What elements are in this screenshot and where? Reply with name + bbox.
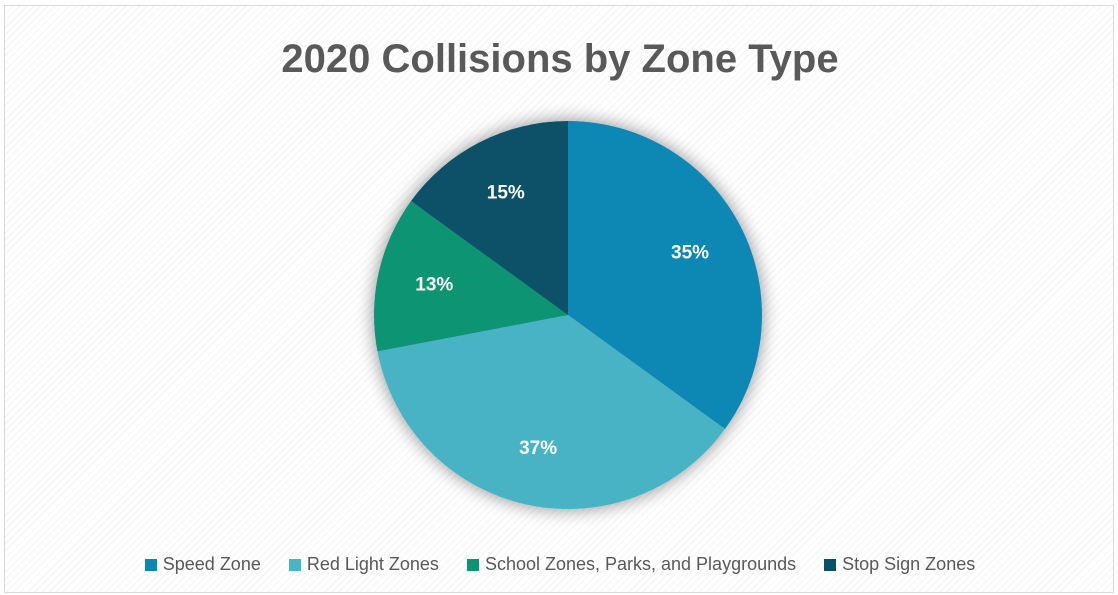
pie-slice-red-light-zones: [377, 315, 725, 509]
legend: Speed Zone Red Light Zones School Zones, P…: [5, 554, 1115, 575]
data-label-stop-sign-zones: 15%: [487, 182, 525, 203]
legend-item-red-light-zones: Red Light Zones: [288, 554, 439, 575]
legend-label: Speed Zone: [162, 554, 261, 574]
pie-slice-school-zones-parks-and-playgrounds: [374, 200, 568, 352]
legend-item-speed-zone: Speed Zone: [144, 554, 261, 575]
pie-slice-speed-zone: [568, 121, 762, 430]
pie-slice-stop-sign-zones: [411, 120, 568, 315]
data-label-red-light-zones: 37%: [519, 438, 557, 459]
data-label-school-zones-parks-and-playgrounds: 13%: [415, 275, 453, 296]
legend-label: Red Light Zones: [306, 554, 439, 574]
pie-chart: 35% 37% 13% 15%: [374, 120, 762, 509]
data-label-speed-zone: 35%: [671, 242, 709, 263]
legend-label: School Zones, Parks, and Playgrounds: [484, 554, 797, 574]
legend-swatch: [288, 558, 301, 571]
chart-area: 2020 Collisions by Zone Type 35% 37% 13% 15…: [4, 5, 1114, 593]
chart-title: 2020 Collisions by Zone Type: [281, 37, 839, 81]
legend-swatch: [144, 558, 157, 571]
legend-swatch: [466, 558, 479, 571]
legend-item-school-zones-parks-and-playgrounds: School Zones, Parks, and Playgrounds: [466, 554, 797, 575]
legend-label: Stop Sign Zones: [842, 554, 976, 574]
legend-swatch: [824, 558, 837, 571]
legend-item-stop-sign-zones: Stop Sign Zones: [824, 554, 975, 575]
